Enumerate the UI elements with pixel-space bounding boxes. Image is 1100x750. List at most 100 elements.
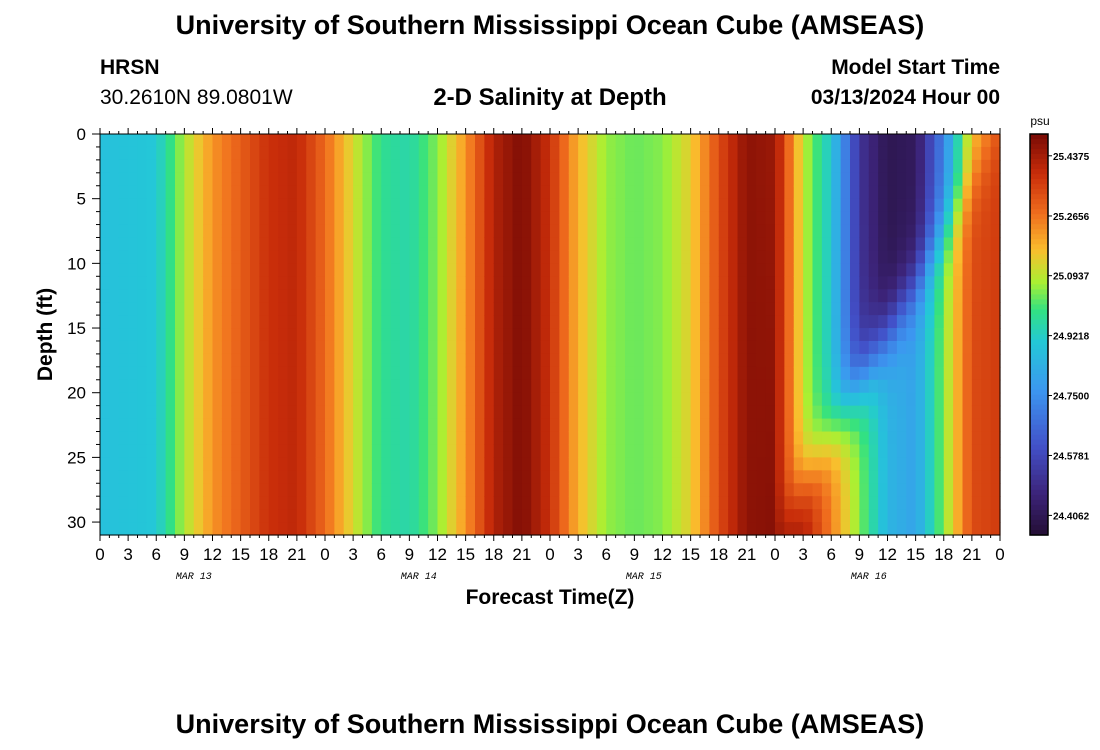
heatmap-cell — [418, 250, 429, 264]
heatmap-cell — [325, 263, 335, 277]
heatmap-cell — [334, 470, 345, 484]
heatmap-cell — [756, 185, 767, 200]
heatmap-cell — [559, 134, 570, 148]
heatmap-cell — [240, 405, 251, 420]
heatmap-cell — [943, 418, 954, 433]
heatmap-cell — [934, 509, 945, 523]
heatmap-cell — [925, 172, 935, 187]
heatmap-cell — [906, 444, 917, 458]
heatmap-cell — [250, 328, 260, 342]
heatmap-cell — [812, 211, 823, 226]
heatmap-cell — [887, 328, 898, 342]
heatmap-cell — [812, 522, 823, 536]
heatmap-cell — [925, 418, 935, 433]
heatmap-cell — [109, 134, 120, 148]
colorbar-segment — [1030, 184, 1048, 190]
heatmap-cell — [568, 289, 579, 303]
heatmap-cell — [878, 340, 889, 355]
heatmap-cell — [268, 328, 279, 342]
heatmap-cell — [231, 366, 242, 381]
heatmap-cell — [212, 198, 223, 213]
heatmap-cell — [446, 198, 457, 213]
x-date-label: MAR 15 — [626, 572, 662, 583]
heatmap-cell — [934, 315, 945, 329]
heatmap-cell — [765, 457, 776, 471]
heatmap-cell — [371, 289, 382, 303]
colorbar-segment — [1030, 209, 1048, 215]
heatmap-cell — [700, 392, 710, 407]
heatmap-cell — [362, 444, 373, 458]
heatmap-cell — [840, 392, 851, 407]
heatmap-cell — [587, 340, 598, 355]
heatmap-cell — [109, 470, 120, 484]
heatmap-cell — [287, 146, 298, 161]
heatmap-cell — [165, 366, 176, 381]
heatmap-cell — [737, 289, 748, 303]
heatmap-cell — [831, 134, 842, 148]
heatmap-cell — [268, 159, 279, 174]
heatmap-cell — [540, 483, 551, 497]
heatmap-cell — [587, 483, 598, 497]
heatmap-cell — [887, 237, 898, 252]
heatmap-cell — [587, 276, 598, 290]
colorbar-segment — [1030, 149, 1048, 155]
heatmap-cell — [503, 172, 514, 187]
heatmap-cell — [137, 431, 148, 446]
heatmap-cell — [578, 185, 589, 200]
heatmap-cell — [953, 159, 964, 174]
heatmap-cell — [821, 146, 832, 161]
heatmap-cell — [475, 315, 485, 329]
heatmap-cell — [100, 483, 110, 497]
heatmap-cell — [193, 457, 204, 471]
heatmap-cell — [165, 315, 176, 329]
heatmap-cell — [428, 224, 439, 239]
heatmap-cell — [259, 185, 270, 200]
heatmap-cell — [756, 328, 767, 342]
heatmap-cell — [184, 250, 195, 264]
heatmap-cell — [268, 509, 279, 523]
heatmap-cell — [606, 237, 617, 252]
heatmap-cell — [118, 405, 129, 420]
heatmap-cell — [925, 392, 935, 407]
heatmap-cell — [465, 470, 476, 484]
heatmap-cell — [943, 379, 954, 394]
heatmap-cell — [925, 134, 935, 148]
heatmap-cell — [231, 263, 242, 277]
heatmap-cell — [596, 392, 607, 407]
heatmap-cell — [128, 405, 139, 420]
heatmap-cell — [925, 496, 935, 510]
heatmap-cell — [221, 353, 232, 368]
heatmap-cell — [681, 211, 692, 226]
heatmap-cell — [137, 289, 148, 303]
heatmap-cell — [671, 379, 682, 394]
heatmap-cell — [793, 211, 804, 226]
heatmap-cell — [953, 353, 964, 368]
heatmap-cell — [465, 509, 476, 523]
heatmap-cell — [634, 159, 645, 174]
heatmap-cell — [859, 289, 870, 303]
x-tick-label: 0 — [770, 545, 779, 564]
heatmap-cell — [934, 496, 945, 510]
heatmap-cell — [296, 353, 307, 368]
heatmap-cell — [353, 431, 364, 446]
heatmap-cell — [662, 353, 673, 368]
heatmap-cell — [690, 250, 701, 264]
heatmap-cell — [737, 353, 748, 368]
heatmap-cell — [325, 146, 335, 161]
heatmap-cell — [550, 418, 560, 433]
heatmap-cell — [137, 509, 148, 523]
heatmap-cell — [793, 159, 804, 174]
heatmap-cell — [250, 379, 260, 394]
heatmap-cell — [250, 134, 260, 148]
heatmap-cell — [868, 224, 879, 239]
heatmap-cell — [587, 159, 598, 174]
heatmap-cell — [109, 198, 120, 213]
heatmap-cell — [962, 457, 973, 471]
heatmap-cell — [850, 366, 860, 381]
heatmap-cell — [503, 522, 514, 536]
heatmap-cell — [118, 250, 129, 264]
heatmap-cell — [803, 457, 814, 471]
heatmap-cell — [868, 172, 879, 187]
heatmap-cell — [446, 302, 457, 316]
heatmap-cell — [484, 522, 495, 536]
